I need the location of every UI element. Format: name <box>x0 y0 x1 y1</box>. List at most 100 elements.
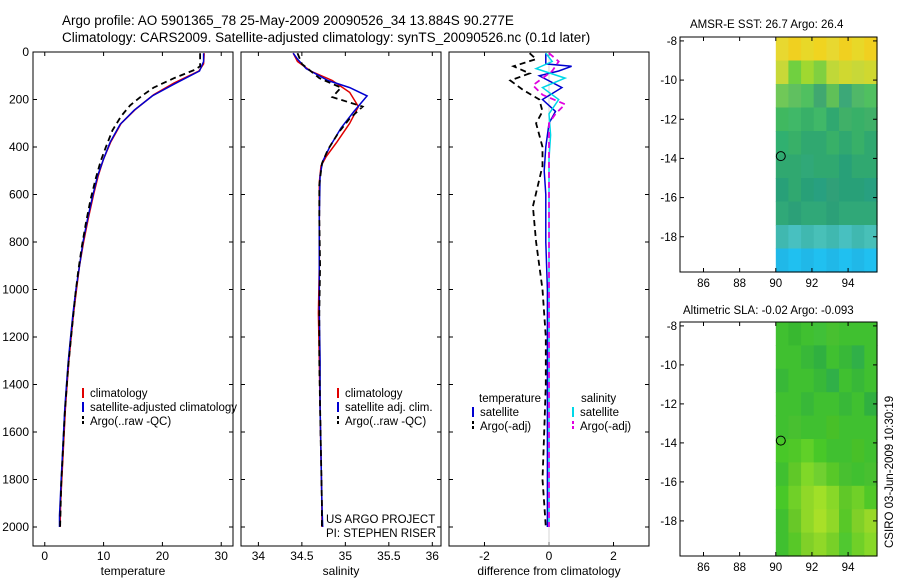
heatmap-cell <box>864 60 878 85</box>
heatmap-cell <box>775 509 790 534</box>
heatmap-cell <box>775 368 790 393</box>
heatmap-cell <box>826 509 840 534</box>
x-tick-label: 86 <box>697 562 710 574</box>
y-tick-label: 0 <box>22 45 29 59</box>
heatmap-cell <box>788 248 802 273</box>
sst-map: 86 88 90 92 94 -8 -10 -12 -14 -16 -18 <box>660 36 878 290</box>
x-axis-label: difference from climatology <box>477 564 620 578</box>
x-tick-label: 0 <box>546 549 553 563</box>
x-tick-label: 36 <box>426 549 440 563</box>
heatmap-cell <box>864 462 878 487</box>
heatmap-cell <box>801 201 815 226</box>
heatmap-cell <box>851 532 865 557</box>
x-tick-label: 35 <box>339 549 353 563</box>
heatmap-cell <box>775 485 790 510</box>
heatmap-cell <box>813 60 827 85</box>
heatmap-cell <box>788 462 802 487</box>
y-tick-label: 800 <box>9 235 29 249</box>
heatmap-cell <box>851 154 865 179</box>
x-tick-label: 90 <box>769 278 782 290</box>
series-line-satellite-adjusted-climatology <box>58 53 205 527</box>
heatmap-cell <box>826 462 840 487</box>
heatmap-cell <box>851 37 865 62</box>
heatmap-cell <box>839 201 853 226</box>
legend-label: satellite <box>580 407 619 419</box>
heatmap-cell <box>839 322 853 346</box>
series-line-argo-adj- <box>508 52 547 528</box>
heatmap-cell <box>826 178 840 203</box>
heatmap-cell <box>839 439 853 463</box>
heatmap-cell <box>851 225 865 250</box>
heatmap-cell <box>839 107 853 132</box>
x-axis-label: salinity <box>323 564 360 578</box>
pi-annotation: PI: STEPHEN RISER <box>326 528 436 540</box>
heatmap-cell <box>813 201 827 226</box>
series-line-satellite <box>537 53 572 527</box>
heatmap-cell <box>839 462 853 487</box>
y-tick-label: -16 <box>660 477 677 489</box>
heatmap-cell <box>839 368 853 393</box>
heatmap-cell <box>851 439 865 463</box>
x-tick-label: -2 <box>479 549 490 563</box>
y-tick-label: 1400 <box>2 378 29 392</box>
y-tick-label: -12 <box>660 399 677 411</box>
heatmap-cell <box>851 60 865 85</box>
map-frame <box>679 36 878 273</box>
heatmap-cell <box>801 462 815 487</box>
heatmap-cell <box>851 509 865 534</box>
figure-title-line1: Argo profile: AO 5901365_78 25-May-2009 … <box>62 13 514 28</box>
legend-label: Argo(..raw -QC) <box>345 416 426 428</box>
heatmap-cell <box>788 60 802 85</box>
series-line-satellite-adj-clim- <box>292 52 369 528</box>
heatmap-cell <box>826 84 840 109</box>
heatmap-cell <box>851 415 865 440</box>
plot-frame <box>240 51 442 547</box>
x-tick-label: 35.5 <box>377 549 401 563</box>
heatmap-cell <box>801 509 815 534</box>
heatmap-cell <box>839 415 853 440</box>
legend-heading: salinity <box>581 393 616 405</box>
heatmap-cell <box>801 37 815 62</box>
y-tick-label: 1200 <box>2 330 29 344</box>
heatmap-cell <box>851 485 865 510</box>
heatmap-cell <box>864 201 878 226</box>
heatmap-cell <box>801 178 815 203</box>
y-tick-label: -14 <box>660 438 677 450</box>
y-tick-label: 1800 <box>2 473 29 487</box>
heatmap-cell <box>851 368 865 393</box>
heatmap-cell <box>775 248 790 273</box>
heatmap-cell <box>775 345 790 370</box>
heatmap-cell <box>839 345 853 370</box>
heatmap-cell <box>788 532 802 557</box>
y-tick-label: 200 <box>9 93 29 107</box>
heatmap-cell <box>864 154 878 179</box>
heatmap-cell <box>839 225 853 250</box>
x-tick-label: 92 <box>806 562 819 574</box>
heatmap-cell <box>851 131 865 156</box>
heatmap-cell <box>826 392 840 417</box>
heatmap-cell <box>788 225 802 250</box>
x-tick-label: 30 <box>215 549 229 563</box>
legend-label: Argo(-adj) <box>580 421 631 433</box>
x-tick-label: 20 <box>156 549 170 563</box>
heatmap-cell <box>813 439 827 463</box>
heatmap-cell <box>813 107 827 132</box>
heatmap-cell <box>788 154 802 179</box>
heatmap-cell <box>864 509 878 534</box>
heatmap-cell <box>826 37 840 62</box>
legend-label: climatology <box>345 388 403 400</box>
heatmap-cell <box>864 368 878 393</box>
heatmap-cell <box>826 131 840 156</box>
y-tick-label: -18 <box>660 516 677 528</box>
heatmap-cell <box>801 225 815 250</box>
figure-title-line2: Climatology: CARS2009. Satellite-adjuste… <box>62 30 591 45</box>
heatmap-cell <box>801 392 815 417</box>
heatmap-cell <box>775 178 790 203</box>
y-tick-label: 1000 <box>2 283 29 297</box>
heatmap-cell <box>775 439 790 463</box>
x-tick-label: 10 <box>97 549 111 563</box>
heatmap-cell <box>864 84 878 109</box>
heatmap-cell <box>826 60 840 85</box>
